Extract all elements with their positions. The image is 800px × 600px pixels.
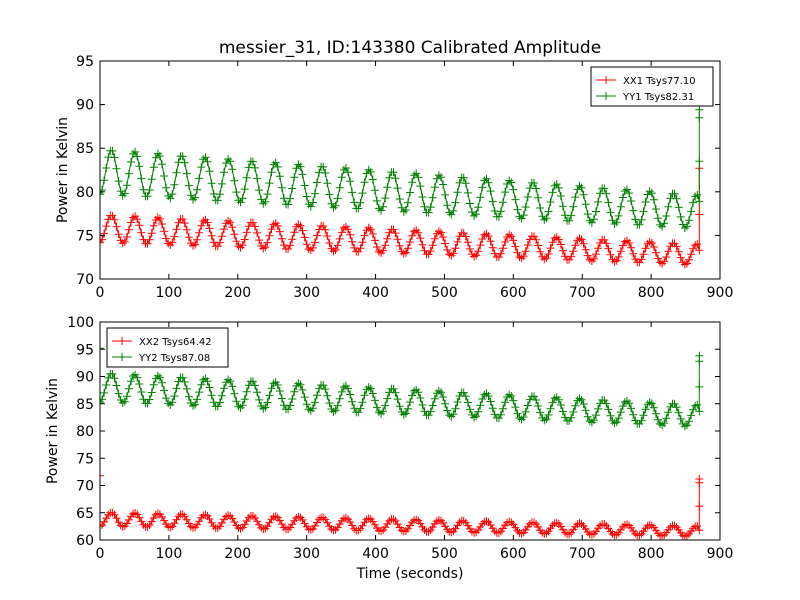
x-tick-label: 900 — [707, 546, 734, 562]
series-markers — [100, 164, 704, 269]
legend-label: YY2 Tsys87.08 — [138, 353, 210, 364]
x-tick-label: 100 — [156, 546, 183, 562]
legend: XX2 Tsys64.42 YY2 Tsys87.08 — [106, 327, 229, 368]
series-markers — [100, 100, 704, 232]
y-tick-label: 80 — [76, 185, 94, 201]
axes-frame — [99, 60, 721, 280]
y-tick-label: 80 — [76, 424, 94, 440]
series-markers — [100, 344, 704, 431]
legend-item: XX2 Tsys64.42 — [112, 337, 212, 348]
legend-item: XX1 Tsys77.10 — [596, 76, 696, 87]
x-tick-label: 200 — [224, 285, 251, 301]
y-axis-label: Power in Kelvin — [55, 117, 71, 223]
x-tick-label: 0 — [96, 285, 105, 301]
y-tick-label: 65 — [76, 506, 94, 522]
legend-box — [590, 66, 714, 107]
series-xx2-tsys64-42 — [100, 471, 704, 540]
x-tick-label: 900 — [707, 285, 734, 301]
legend-marker — [602, 92, 610, 100]
x-tick-label: 500 — [431, 546, 458, 562]
series-yy1-tsys82-31 — [100, 100, 704, 232]
top-plot: 0 100 200 300 400 500 600 700 800 900 70 75 80 85 90 95… — [55, 54, 733, 301]
x-tick-label: 800 — [638, 546, 665, 562]
legend-marker — [118, 337, 126, 345]
x-tick-label: 800 — [638, 285, 665, 301]
chart-title: messier_31, ID:143380 Calibrated Amplitu… — [219, 38, 601, 58]
legend-item: YY1 Tsys82.31 — [596, 92, 694, 103]
series-markers — [100, 471, 704, 540]
y-tick-label: 90 — [76, 370, 94, 386]
y-tick-label: 85 — [76, 397, 94, 413]
series-xx1-tsys77-10 — [100, 164, 704, 269]
x-tick-label: 300 — [293, 285, 320, 301]
y-tick-label: 95 — [76, 342, 94, 358]
bottom-plot: 0 100 200 300 400 500 600 700 800 900 60 65 70 75 80 85… — [45, 315, 733, 562]
y-tick-label: 75 — [76, 451, 94, 467]
legend-marker — [118, 353, 126, 361]
plot-area — [100, 344, 704, 540]
x-tick-label: 300 — [293, 546, 320, 562]
y-tick-label: 70 — [76, 272, 94, 288]
series-yy2-tsys87-08 — [100, 344, 704, 431]
x-tick-label: 0 — [96, 546, 105, 562]
x-tick-label: 500 — [431, 285, 458, 301]
plot-area — [100, 100, 704, 269]
legend-label: XX2 Tsys64.42 — [139, 337, 212, 348]
legend: XX1 Tsys77.10 YY1 Tsys82.31 — [590, 66, 714, 107]
x-axis-label: Time (seconds) — [356, 566, 464, 582]
y-tick-label: 85 — [76, 141, 94, 157]
x-tick-label: 600 — [500, 285, 527, 301]
x-tick-label: 100 — [156, 285, 183, 301]
y-tick-label: 75 — [76, 228, 94, 244]
x-tick-label: 200 — [224, 546, 251, 562]
y-tick-label: 95 — [76, 54, 94, 70]
x-tick-label: 700 — [569, 285, 596, 301]
y-tick-label: 60 — [76, 533, 94, 549]
y-axis-label: Power in Kelvin — [45, 378, 61, 484]
x-tick-label: 600 — [500, 546, 527, 562]
x-tick-label: 700 — [569, 546, 596, 562]
legend-label: YY1 Tsys82.31 — [622, 92, 694, 103]
legend-box — [106, 327, 229, 368]
x-tick-label: 400 — [362, 546, 389, 562]
x-tick-label: 400 — [362, 285, 389, 301]
y-tick-label: 90 — [76, 98, 94, 114]
legend-label: XX1 Tsys77.10 — [623, 76, 696, 87]
legend-marker — [602, 76, 610, 84]
y-tick-label: 100 — [67, 315, 94, 331]
legend-item: YY2 Tsys87.08 — [112, 353, 210, 364]
y-tick-label: 70 — [76, 479, 94, 495]
